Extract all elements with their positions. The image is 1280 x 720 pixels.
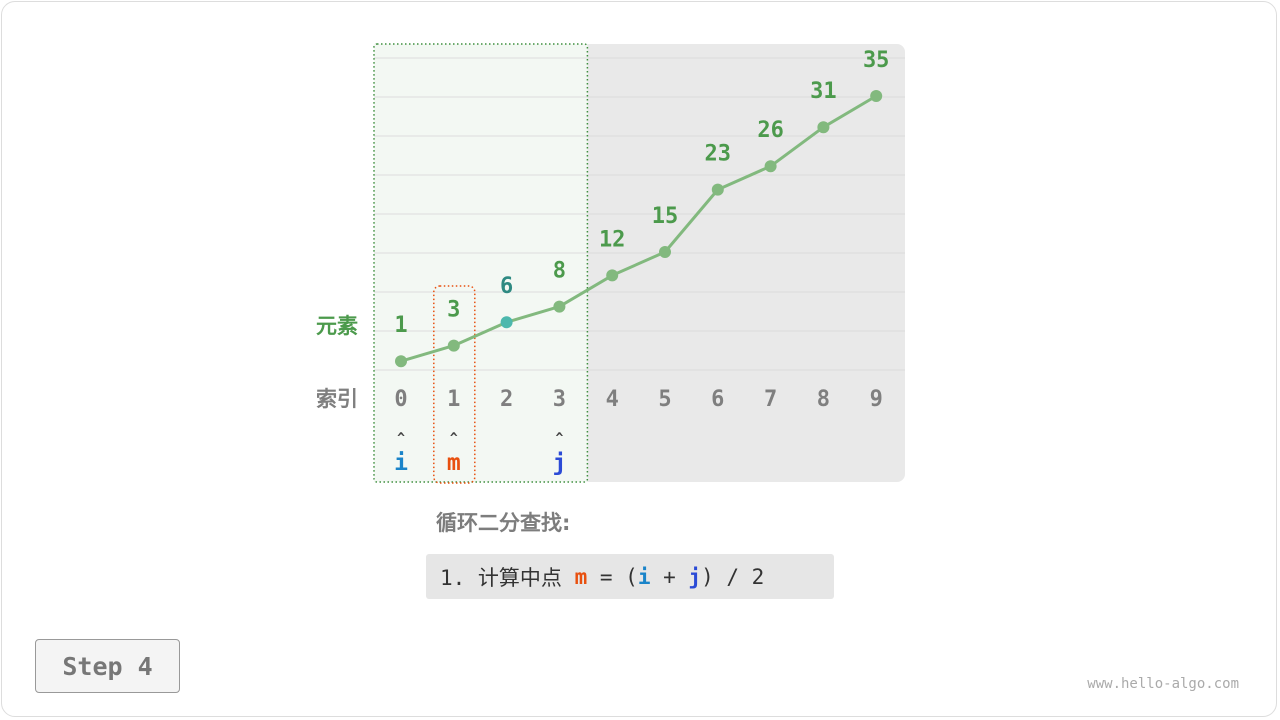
pointer-arrow-icon: ^ — [450, 431, 458, 446]
step-text: 1. 计算中点 — [440, 565, 575, 590]
row-label-indices: 索引 — [316, 387, 358, 411]
data-point — [659, 246, 671, 258]
index-label: 3 — [553, 387, 566, 412]
index-label: 9 — [870, 387, 883, 412]
value-label: 23 — [705, 142, 732, 167]
data-point — [870, 90, 883, 102]
plus: + — [650, 564, 689, 589]
value-label: 15 — [652, 204, 679, 229]
data-point — [500, 316, 513, 329]
value-label: 1 — [394, 313, 407, 338]
search-range-border — [373, 43, 589, 483]
pointer-arrow-icon: ^ — [397, 431, 405, 446]
watermark: www.hello-algo.com — [1087, 676, 1239, 692]
data-point — [764, 160, 777, 173]
index-label: 2 — [500, 387, 513, 412]
step-button[interactable]: Step 4 — [35, 639, 180, 693]
eq: = ( — [587, 564, 638, 589]
var-i: i — [637, 564, 651, 589]
index-label: 8 — [817, 387, 830, 412]
var-m: m — [574, 564, 588, 589]
data-point — [395, 355, 407, 368]
data-point — [606, 269, 619, 282]
data-point — [817, 121, 830, 134]
value-line — [400, 94, 877, 363]
search-range-region — [374, 44, 588, 482]
value-label: 12 — [599, 227, 626, 252]
algorithm-step: 1. 计算中点 m = (i + j) / 2 — [426, 554, 834, 599]
value-label: 31 — [810, 79, 837, 104]
data-point — [553, 300, 566, 313]
data-point — [711, 183, 724, 196]
index-label: 0 — [394, 387, 407, 412]
suffix: ) / 2 — [701, 564, 765, 589]
pointer-m: m — [447, 450, 461, 476]
value-label: 3 — [447, 298, 460, 323]
pointer-i: i — [394, 450, 408, 476]
index-label: 5 — [658, 387, 671, 412]
data-point — [447, 339, 460, 352]
pointer-j: j — [552, 450, 566, 476]
value-label: 8 — [553, 259, 566, 284]
algorithm-title: 循环二分查找: — [436, 511, 571, 535]
index-label: 6 — [711, 387, 724, 412]
value-label: 35 — [863, 48, 890, 73]
pointer-arrow-icon: ^ — [555, 431, 563, 446]
var-j: j — [688, 564, 702, 589]
index-label: 7 — [764, 387, 777, 412]
index-label: 4 — [606, 387, 619, 412]
excluded-region — [577, 44, 905, 482]
index-label: 1 — [447, 387, 460, 412]
row-label-elements: 元素 — [316, 314, 358, 338]
value-label: 26 — [757, 118, 784, 143]
value-label: 6 — [500, 274, 513, 299]
